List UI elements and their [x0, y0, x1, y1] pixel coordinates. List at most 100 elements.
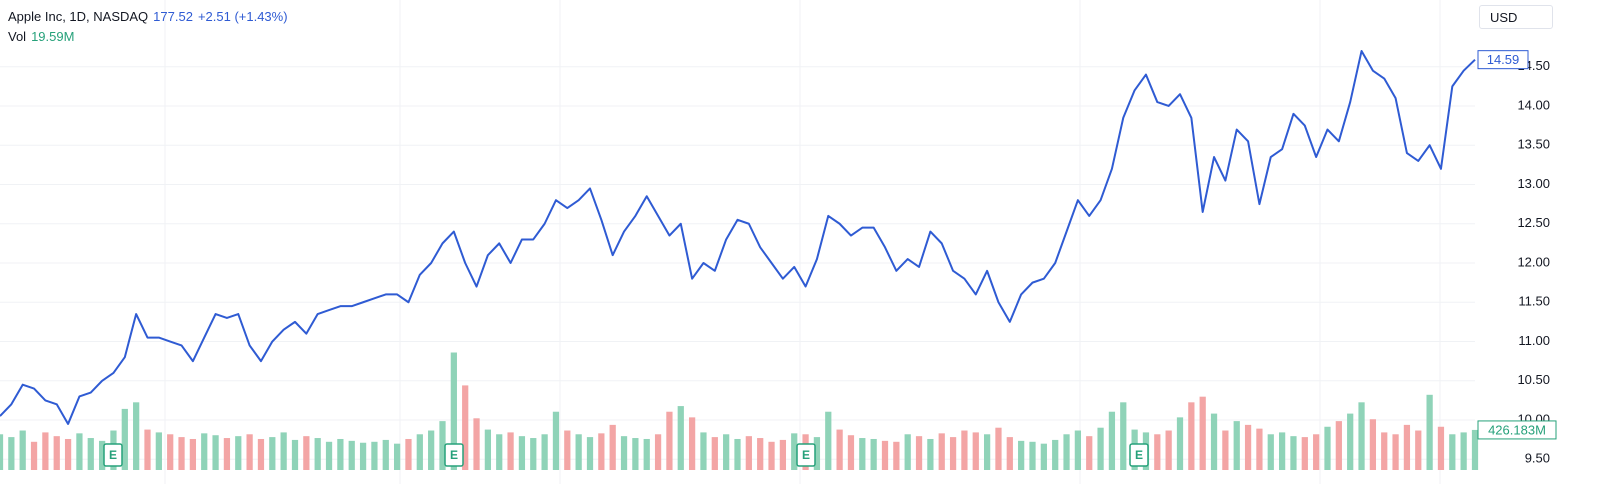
event-box: [103, 443, 123, 467]
volume-bar: [734, 438, 741, 470]
volume-bar: [212, 435, 219, 470]
event-marker: E: [796, 443, 816, 467]
volume-bar: [428, 430, 435, 470]
volume-bar: [1233, 421, 1240, 470]
volume-bar: [859, 438, 866, 470]
volume-bar: [53, 436, 60, 470]
volume-bar: [1165, 430, 1172, 470]
volume-bar: [484, 429, 492, 470]
volume-bar: [246, 434, 253, 470]
price-badge: [1477, 50, 1529, 70]
volume-bar: [416, 434, 423, 470]
volume-bar: [496, 434, 503, 470]
volume-bar: [291, 439, 299, 470]
volume-bar: [507, 432, 514, 470]
y-tick-label: 13.00: [1517, 176, 1550, 191]
y-tick-label: 11.00: [1518, 333, 1550, 348]
volume-bar: [223, 438, 231, 470]
volume-bar: [280, 432, 287, 470]
price: 177.52: [153, 9, 193, 24]
y-tick-label: 9.50: [1525, 451, 1550, 466]
volume-bar: [881, 440, 889, 470]
volume-bar: [791, 433, 798, 470]
volume-bar: [473, 418, 480, 470]
volume-bar: [654, 434, 662, 470]
y-tick-label: 13.50: [1517, 137, 1550, 152]
volume-bar: [949, 437, 957, 470]
volume-bar: [167, 434, 174, 470]
volume-bar: [870, 438, 877, 470]
volume-bar: [1324, 426, 1331, 470]
symbol: Apple Inc, 1D, NASDAQ: [8, 9, 149, 24]
volume-bar: [1006, 437, 1013, 470]
volume-bar: [632, 438, 639, 470]
earnings-events: E E E E: [103, 443, 1149, 467]
volume-bar: [98, 440, 106, 470]
event-box: [796, 443, 816, 467]
volume-bar: [87, 438, 94, 470]
price-line: [0, 50, 1476, 425]
price-badge-label: 14.59: [1487, 52, 1520, 67]
volume-bar: [893, 441, 900, 470]
volume-bars: [0, 352, 1479, 470]
volume-bar: [723, 434, 730, 470]
volume-bar: [314, 438, 321, 470]
volume-bar: [564, 430, 571, 470]
volume-bar: [1210, 413, 1218, 470]
volume-bar: [915, 436, 923, 470]
volume-bar: [983, 434, 991, 470]
volume-bar: [1086, 436, 1093, 470]
volume-bar: [1256, 428, 1263, 470]
volume-bar: [1040, 443, 1047, 470]
volume-bar: [1437, 426, 1445, 470]
volume-bar: [961, 430, 968, 470]
volume-bar: [745, 436, 752, 470]
volume-bar: [1188, 402, 1195, 470]
volume-bar: [1449, 434, 1456, 470]
y-tick-label: 10.50: [1517, 372, 1550, 387]
volume-bar: [19, 430, 26, 470]
volume-bar: [257, 438, 265, 470]
volume-bar: [1244, 424, 1252, 470]
volume-bar: [371, 441, 378, 470]
volume-bar: [836, 429, 843, 470]
volume-bar: [201, 433, 208, 470]
volume-bar: [1267, 434, 1274, 470]
event-box: [1129, 443, 1149, 467]
event-label: E: [109, 448, 117, 462]
price-line: [0, 50, 1476, 425]
volume-bar: [972, 432, 979, 470]
currency-button[interactable]: USD: [1479, 5, 1553, 29]
volume-bar: [382, 439, 389, 470]
volume-bar: [133, 402, 140, 470]
y-tick-label: 11.50: [1518, 294, 1550, 309]
volume-bar: [121, 408, 128, 470]
event-label: E: [802, 448, 810, 462]
event-label: E: [450, 448, 458, 462]
header-line: Apple Inc, 1D, NASDAQ 177.52 +2.51 (+1.43%…: [8, 9, 293, 24]
volume-bar: [586, 437, 594, 470]
volume-bar: [1222, 430, 1229, 470]
volume-bar: [178, 437, 185, 470]
volume-bar: [1358, 402, 1365, 470]
volume-bar: [1392, 434, 1399, 470]
volume-bar: [643, 438, 650, 470]
volume-bar: [1176, 417, 1184, 470]
volume-bar: [666, 411, 673, 470]
volume-bar: [1199, 396, 1206, 470]
volume-bar: [64, 438, 72, 470]
volume-bar: [927, 438, 934, 470]
volume-badge-label: 426.183M: [1488, 422, 1546, 437]
volume-bar: [1471, 429, 1479, 470]
change: +2.51 (+1.43%): [197, 9, 288, 24]
volume-bar: [30, 441, 38, 470]
volume-bar: [575, 434, 582, 470]
event-marker: E: [103, 443, 123, 467]
volume-bar: [1460, 432, 1467, 470]
last-value-badges: 14.59 426.183M: [1477, 50, 1557, 440]
volume-bar: [1018, 440, 1025, 470]
event-box: [444, 443, 464, 467]
volume-bar: [1120, 402, 1127, 470]
volume-bar: [1313, 434, 1320, 470]
